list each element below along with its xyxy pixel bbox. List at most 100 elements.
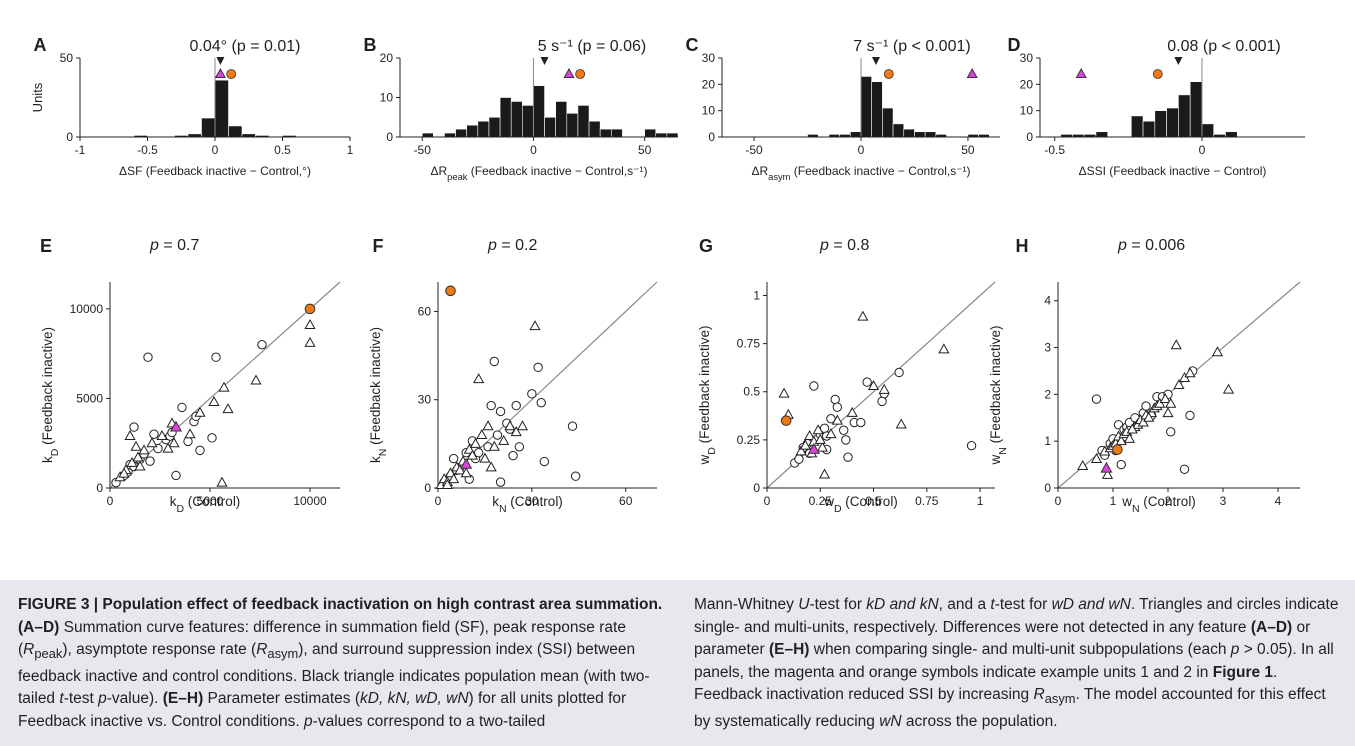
hist-bar <box>1189 81 1203 138</box>
single-unit-triangle <box>476 429 488 440</box>
magenta-example-marker <box>169 420 183 432</box>
multi-unit-circle <box>894 367 904 378</box>
single-unit-triangle <box>469 437 482 448</box>
single-unit-triangle <box>516 420 529 431</box>
x-tick-label: -50 <box>414 143 432 157</box>
multi-unit-circle <box>567 421 578 431</box>
hist-bar <box>599 128 612 138</box>
mean-triangle-marker <box>216 57 225 65</box>
x-tick-label: 30 <box>525 494 539 508</box>
single-unit-triangle <box>250 374 262 385</box>
x-tick-label: 0 <box>764 494 771 508</box>
single-unit-triangle <box>1173 378 1185 389</box>
figure-1-link[interactable]: Figure 1 <box>1212 663 1274 681</box>
y-axis-label: kN (Feedback inactive) <box>368 327 389 463</box>
x-tick-label: 0.5 <box>865 494 882 508</box>
y-tick-label: 20 <box>380 51 394 65</box>
single-unit-triangle <box>1165 397 1177 408</box>
single-unit-triangle <box>479 452 491 463</box>
y-tick-label: 50 <box>60 51 74 65</box>
hist-bar <box>488 116 501 138</box>
multi-unit-circle <box>877 396 887 407</box>
y-tick-label: 2 <box>1044 387 1051 401</box>
orange-example-marker <box>226 69 237 79</box>
panel-title: 0.04° (p = 0.01) <box>190 38 301 55</box>
magenta-example-marker <box>563 67 575 78</box>
x-axis-label: ΔRpeak (Feedback inactive − Control,s⁻¹) <box>430 164 647 182</box>
single-unit-triangle <box>1126 423 1138 434</box>
multi-unit-circle <box>508 450 518 461</box>
panel-title: 0.08 (p < 0.001) <box>1167 38 1280 55</box>
single-unit-triangle <box>184 428 196 439</box>
magenta-example-marker <box>460 457 473 469</box>
single-unit-triangle <box>156 430 168 441</box>
single-unit-triangle <box>1170 339 1182 350</box>
y-tick-label: 0 <box>708 130 715 144</box>
multi-unit-circle <box>195 445 205 456</box>
panel-ref-ad: (A–D) <box>18 618 60 636</box>
single-unit-triangle <box>1143 411 1155 422</box>
orange-example-marker <box>1152 69 1163 79</box>
single-unit-triangle <box>441 479 453 490</box>
y-tick-label: 4 <box>1044 294 1051 308</box>
x-tick-label: 10000 <box>293 494 327 508</box>
x-tick-label: 60 <box>619 494 633 508</box>
single-unit-triangle <box>138 444 150 455</box>
hist-bar <box>1178 94 1191 138</box>
hist-bar <box>1142 120 1156 138</box>
y-tick-label: 20 <box>702 77 716 91</box>
y-tick-label: 1 <box>753 288 760 302</box>
multi-unit-circle <box>1179 464 1190 474</box>
single-unit-triangle <box>454 464 466 475</box>
y-tick-label: 0.5 <box>743 385 760 399</box>
x-tick-label: 50 <box>638 143 652 157</box>
y-tick-label: 0 <box>1044 481 1051 495</box>
y-tick-label: 30 <box>702 51 716 65</box>
single-unit-triangle <box>194 406 206 417</box>
x-tick-label: 1 <box>977 494 984 508</box>
single-unit-triangle <box>216 476 228 487</box>
multi-unit-circle <box>486 400 496 411</box>
hist-bar <box>1130 115 1144 138</box>
multi-unit-circle <box>257 339 267 350</box>
multi-unit-circle <box>143 352 153 362</box>
orange-example-marker <box>883 69 894 79</box>
magenta-example-marker <box>807 442 820 454</box>
single-unit-triangle <box>867 379 880 390</box>
hist-bar <box>871 81 883 138</box>
mean-triangle-marker <box>1174 57 1183 65</box>
hist-bar <box>850 131 862 138</box>
x-axis-label: wN (Control) <box>1121 494 1196 515</box>
single-unit-triangle <box>1090 452 1103 463</box>
panel-letter: E <box>40 236 52 256</box>
panel-letter: A <box>34 35 47 55</box>
x-tick-label: -50 <box>745 143 763 157</box>
single-unit-triangle <box>1162 407 1174 418</box>
mean-triangle-marker <box>871 57 880 65</box>
single-unit-triangle <box>473 373 485 384</box>
y-tick-label: 10 <box>380 91 394 105</box>
panel-title: 5 s⁻¹ (p = 0.06) <box>538 38 647 55</box>
caption-left-column: FIGURE 3 | Population effect of feedback… <box>18 596 663 731</box>
x-tick-label: 0.5 <box>274 143 291 157</box>
hist-bar <box>421 132 434 138</box>
y-tick-label: 10 <box>1020 104 1034 118</box>
x-tick-label: 0 <box>435 494 442 508</box>
p-value-label: p = 0.7 <box>149 237 199 254</box>
single-unit-triangle <box>778 387 790 398</box>
caption-right-column: Mann-Whitney U-test for kD and kN, and a… <box>694 596 1339 731</box>
single-unit-triangle <box>118 467 130 478</box>
multi-unit-circle <box>448 453 459 464</box>
single-unit-triangle <box>134 460 146 471</box>
panel-letter: C <box>686 35 699 55</box>
multi-unit-circle <box>527 389 537 399</box>
y-tick-label: 0 <box>424 481 431 495</box>
single-unit-triangle <box>846 406 858 417</box>
y-tick-label: 1 <box>1044 434 1051 448</box>
multi-unit-circle <box>794 454 804 464</box>
p-value-label: p = 0.2 <box>487 237 537 254</box>
single-unit-triangle <box>795 445 807 456</box>
single-unit-triangle <box>132 451 144 462</box>
x-tick-label: 0 <box>530 143 537 157</box>
multi-unit-circle <box>511 400 521 411</box>
